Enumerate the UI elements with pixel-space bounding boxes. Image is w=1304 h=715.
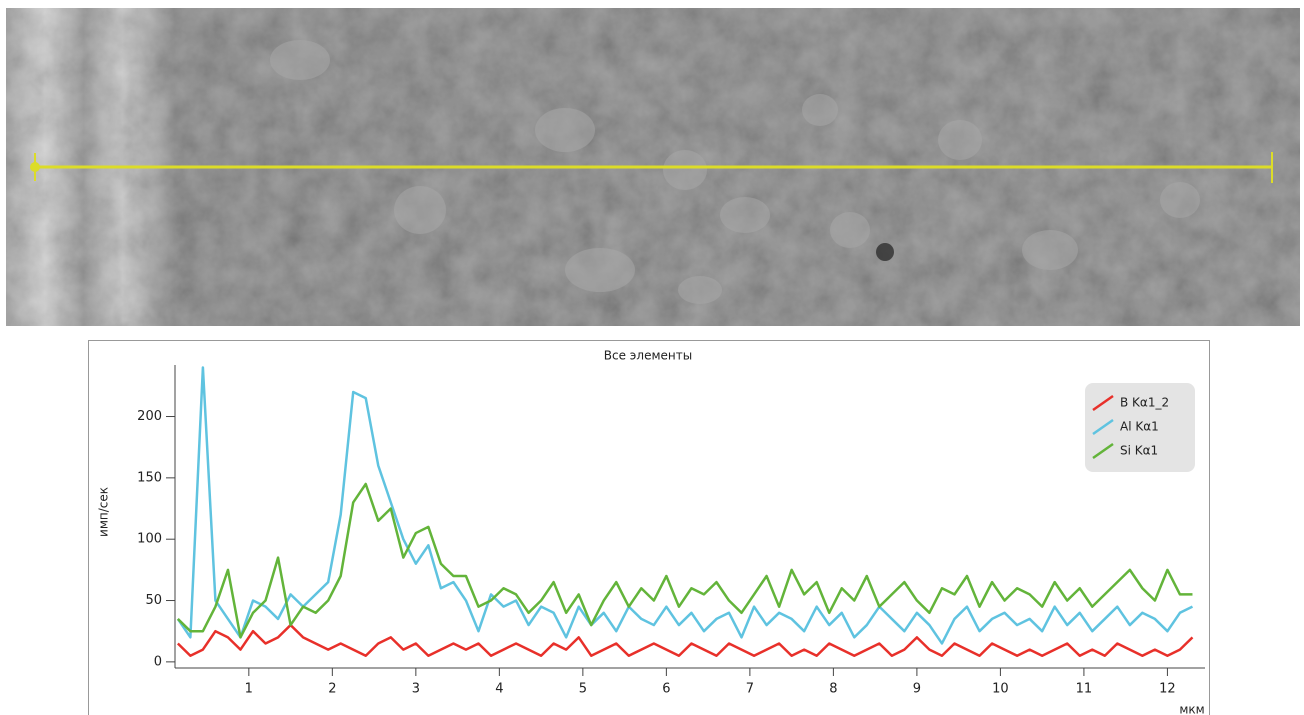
y-tick-label: 0 — [154, 654, 162, 669]
page: EDS line scan html, body { margin: 0; pa… — [0, 0, 1304, 715]
sem-pore — [876, 243, 894, 261]
figure: Все элементы имп/сек мкм 050100150200123… — [0, 0, 1304, 715]
legend-label: Si Kα1 — [1120, 444, 1158, 458]
page-body: {"chart_data": { "type": "line", "title"… — [0, 0, 1304, 715]
x-tick-label: 7 — [746, 682, 754, 697]
sem-image — [6, 8, 1300, 326]
y-tick-label: 150 — [137, 470, 162, 485]
x-tick-label: 6 — [662, 682, 670, 697]
x-tick-label: 1 — [245, 682, 253, 697]
x-tick-label: 4 — [495, 682, 503, 697]
x-tick-label: 5 — [579, 682, 587, 697]
x-tick-label: 3 — [412, 682, 420, 697]
scan-start-marker — [30, 162, 40, 172]
x-tick-label: 9 — [913, 682, 921, 697]
y-axis-label: имп/сек — [97, 487, 111, 537]
chart-frame — [89, 341, 1210, 715]
x-tick-label: 11 — [1076, 682, 1093, 697]
legend-label: Al Kα1 — [1120, 420, 1159, 434]
y-tick-label: 50 — [145, 593, 162, 608]
legend-label: B Kα1_2 — [1120, 396, 1169, 410]
x-tick-label: 12 — [1159, 682, 1176, 697]
chart-title: Все элементы — [604, 349, 692, 363]
x-axis-label: мкм — [1179, 703, 1204, 715]
y-tick-label: 100 — [137, 532, 162, 547]
y-tick-label: 200 — [137, 409, 162, 424]
x-tick-label: 10 — [992, 682, 1009, 697]
x-tick-label: 2 — [328, 682, 336, 697]
x-tick-label: 8 — [829, 682, 837, 697]
